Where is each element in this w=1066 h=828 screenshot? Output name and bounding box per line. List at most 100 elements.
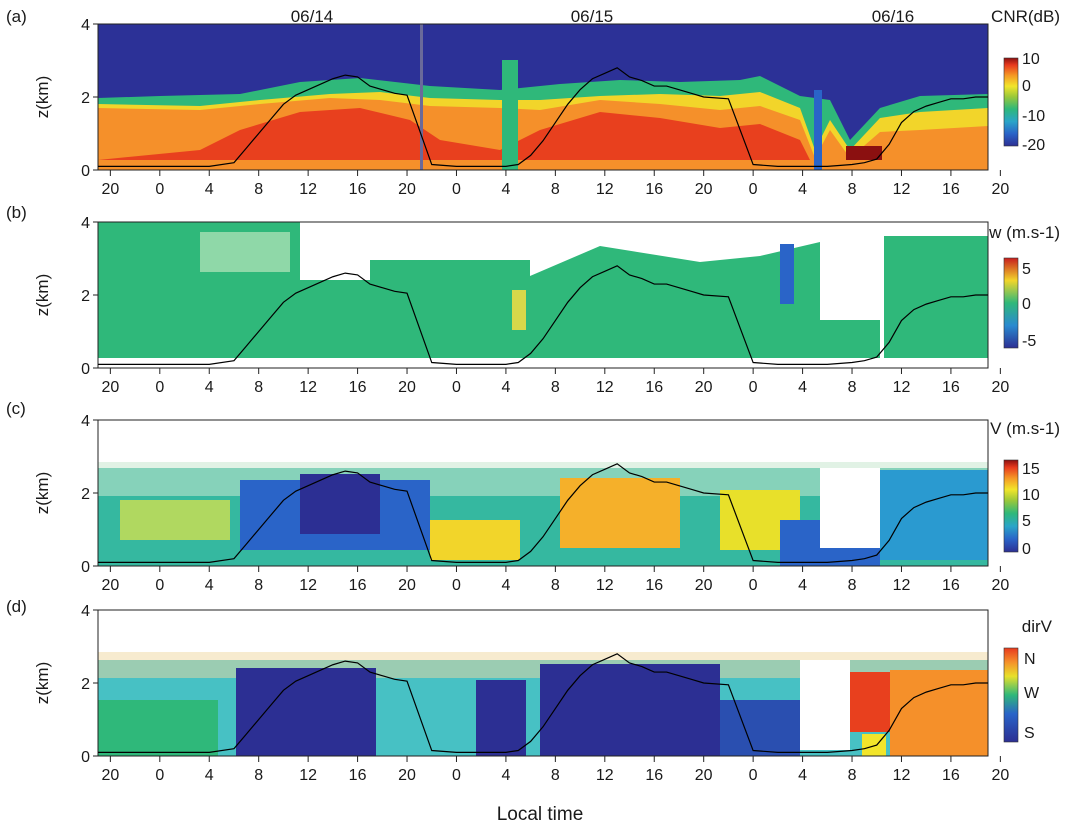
x-tick-label: 20 xyxy=(398,767,416,784)
ytick-c-4: 4 xyxy=(81,413,90,430)
heatmap-d-blue-1 xyxy=(236,668,376,756)
x-tick-label: 16 xyxy=(645,577,663,594)
ylabel-b: z(km) xyxy=(33,274,52,316)
x-tick-label: 12 xyxy=(299,767,317,784)
x-tick-label: 0 xyxy=(452,379,461,396)
colorbar-b-tick-0: 5 xyxy=(1022,261,1031,278)
x-tick-label: 8 xyxy=(551,767,560,784)
x-tick-label: 12 xyxy=(596,379,614,396)
x-tick-label: 20 xyxy=(695,767,713,784)
colorbar-b xyxy=(1003,257,1019,349)
colorbar-a-tick-3: -20 xyxy=(1022,137,1045,154)
heatmap-d-blue-2 xyxy=(476,680,526,756)
x-tick-label: 0 xyxy=(155,767,164,784)
ylabel-a: z(km) xyxy=(33,76,52,118)
x-tick-label: 0 xyxy=(749,379,758,396)
colorbar-c-tick-0: 15 xyxy=(1022,461,1040,478)
x-tick-label: 16 xyxy=(942,767,960,784)
x-tick-label: 8 xyxy=(254,767,263,784)
heatmap-d-yellow-patch xyxy=(862,734,886,756)
variable-label-a: CNR(dB) xyxy=(991,7,1060,26)
x-tick-label: 12 xyxy=(299,181,317,198)
x-tick-label: 4 xyxy=(205,181,214,198)
x-tick-label: 16 xyxy=(942,379,960,396)
xlabel: Local time xyxy=(497,804,584,825)
colorbar-c-tick-1: 10 xyxy=(1022,487,1040,504)
colorbar-a-tick-2: -10 xyxy=(1022,108,1045,125)
heatmap-c-yellow-2 xyxy=(430,520,520,560)
colorbar-c-tick-3: 0 xyxy=(1022,541,1031,558)
variable-label-b: w (m.s-1) xyxy=(988,223,1060,242)
x-tick-label: 20 xyxy=(695,379,713,396)
heatmap-a-red-band xyxy=(98,108,810,164)
x-tick-label: 20 xyxy=(398,577,416,594)
ytick-c-0: 0 xyxy=(81,559,90,576)
x-tick-label: 20 xyxy=(398,181,416,198)
x-tick-label: 4 xyxy=(205,767,214,784)
variable-label-c: V (m.s-1) xyxy=(990,419,1060,438)
boundary-layer-line xyxy=(98,653,988,753)
ytick-d-2: 2 xyxy=(81,676,90,693)
ytick-b-4: 4 xyxy=(81,215,90,232)
panel-c: (c) V (m.s-1) z(km) 0 2 4 15 10 5 0 xyxy=(6,399,1060,576)
variable-label-d: dirV xyxy=(1022,617,1053,636)
heatmap-a-gap-2 xyxy=(502,60,518,170)
x-tick-label: 20 xyxy=(991,379,1009,396)
x-tick-label: 4 xyxy=(501,181,510,198)
x-tick-label: 20 xyxy=(695,577,713,594)
colorbar-a-tick-1: 0 xyxy=(1022,78,1031,95)
heatmap-a-surface-band xyxy=(98,160,988,166)
x-tick-label: 16 xyxy=(349,379,367,396)
x-tick-label: 4 xyxy=(501,379,510,396)
panel-b: (b) w (m.s-1) z(km) 0 2 4 5 0 -5 xyxy=(6,203,1060,378)
heatmap-c-yellow-1 xyxy=(120,500,230,540)
heatmap-a-dark-red-patch xyxy=(846,146,882,160)
x-tick-label: 8 xyxy=(254,181,263,198)
colorbar-b-tick-2: -5 xyxy=(1022,333,1036,350)
x-tick-label: 0 xyxy=(452,577,461,594)
panel-label-c: (c) xyxy=(6,399,26,418)
date-label-0616: 06/16 xyxy=(872,7,915,26)
x-tick-label: 8 xyxy=(254,379,263,396)
x-tick-label: 16 xyxy=(349,181,367,198)
panel-label-b: (b) xyxy=(6,203,27,222)
heatmap-b xyxy=(98,222,988,358)
x-tick-label: 12 xyxy=(299,379,317,396)
ytick-a-4: 4 xyxy=(81,17,90,34)
ytick-a-0: 0 xyxy=(81,163,90,180)
heatmap-d-green-1 xyxy=(98,700,218,756)
x-tick-label: 4 xyxy=(205,577,214,594)
x-tick-label: 20 xyxy=(101,767,119,784)
heatmap-b-light-patch xyxy=(200,232,290,272)
heatmap-b-yellow-patch xyxy=(512,290,526,330)
x-tick-label: 4 xyxy=(205,379,214,396)
colorbar-a-tick-0: 10 xyxy=(1022,51,1040,68)
boundary-layer-line xyxy=(98,67,988,167)
heatmap-a-gap-3 xyxy=(814,90,822,170)
x-tick-label: 0 xyxy=(749,767,758,784)
x-tick-label: 16 xyxy=(942,181,960,198)
ytick-a-2: 2 xyxy=(81,90,90,107)
heatmap-d-blue-3 xyxy=(540,664,720,756)
x-tick-label: 12 xyxy=(299,577,317,594)
x-tick-label: 12 xyxy=(893,767,911,784)
heatmap-c xyxy=(98,462,988,566)
x-tick-label: 20 xyxy=(398,379,416,396)
dynamic-marks: 20 0 4 8 12 16 20 0 4 8 12 16 20 0 4 8 12 16 20 20 0 4 8 12 16 20… xyxy=(93,23,1009,784)
panel-label-a: (a) xyxy=(6,7,27,26)
date-label-0614: 06/14 xyxy=(291,7,334,26)
x-tick-label: 8 xyxy=(848,181,857,198)
colorbar-d-tick-0: N xyxy=(1024,651,1036,668)
heatmap-a-gap-1 xyxy=(420,24,423,170)
heatmap-c-blue-4 xyxy=(880,470,988,560)
x-tick-label: 16 xyxy=(645,767,663,784)
heatmap-d-red-block xyxy=(850,672,890,732)
colorbar-c xyxy=(1003,459,1019,553)
x-tick-label: 8 xyxy=(848,379,857,396)
x-tick-label: 8 xyxy=(848,767,857,784)
x-tick-label: 20 xyxy=(991,767,1009,784)
x-tick-label: 8 xyxy=(551,181,560,198)
x-tick-label: 12 xyxy=(893,181,911,198)
x-tick-label: 16 xyxy=(942,577,960,594)
